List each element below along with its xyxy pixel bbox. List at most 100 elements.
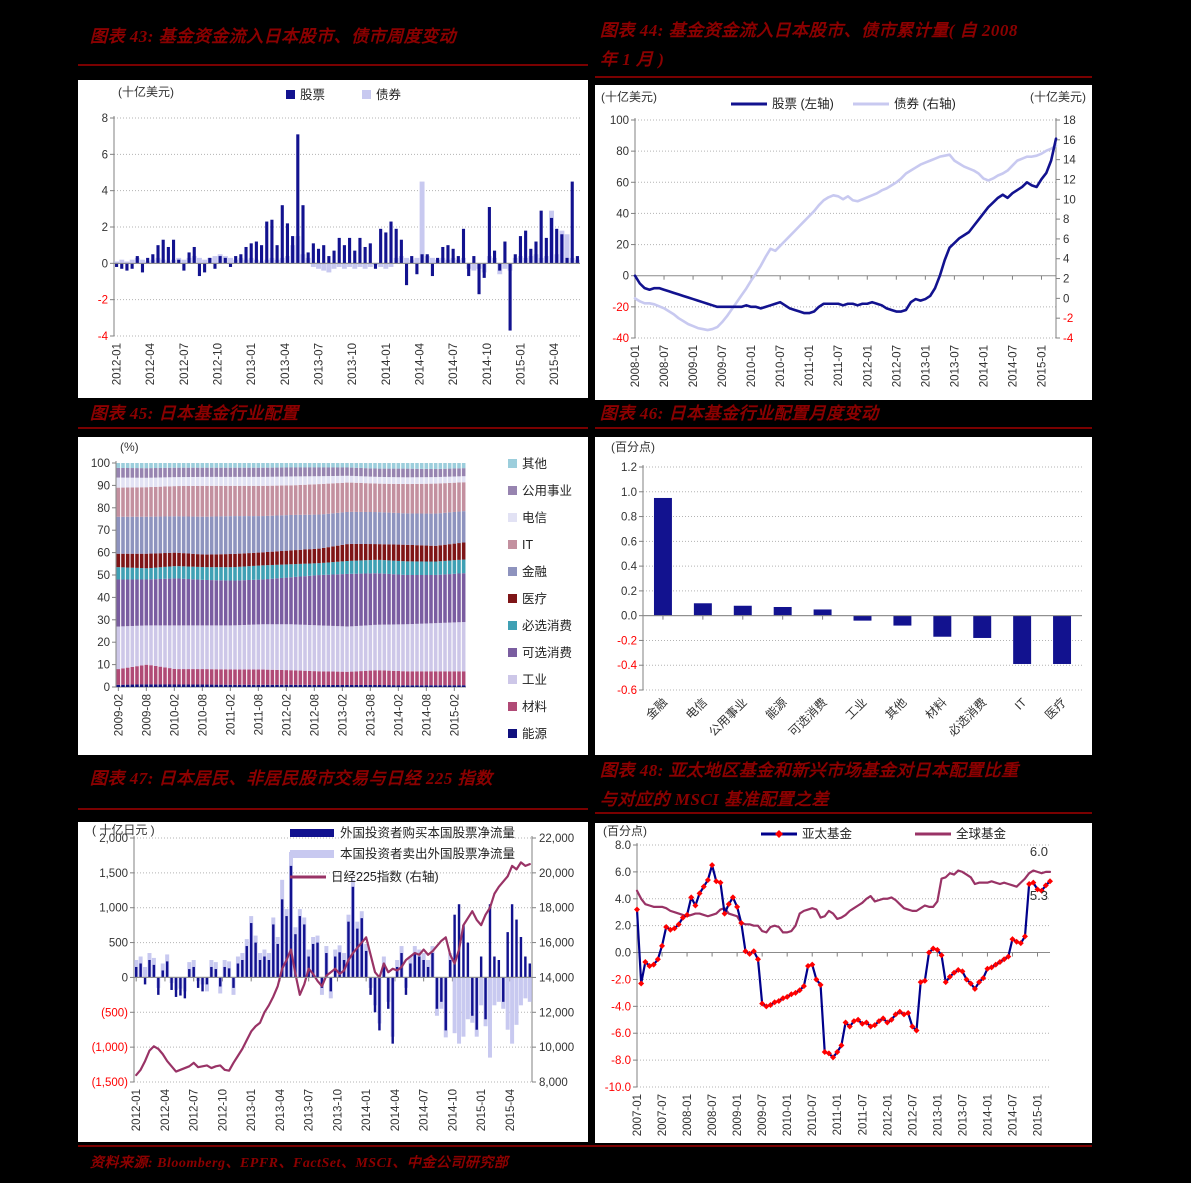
svg-text:-6.0: -6.0 <box>611 1028 631 1040</box>
chart-47-title-underline <box>78 808 588 810</box>
svg-text:2012-07: 2012-07 <box>179 343 191 385</box>
svg-text:2012-01: 2012-01 <box>862 345 874 387</box>
svg-text:2011-07: 2011-07 <box>857 1094 869 1135</box>
svg-text:-40: -40 <box>612 333 629 345</box>
svg-text:债券 (右轴): 债券 (右轴) <box>894 96 956 111</box>
chart-46-title-underline <box>595 427 1092 429</box>
svg-text:IT: IT <box>1012 695 1030 713</box>
svg-text:40: 40 <box>616 208 629 220</box>
svg-text:2013-04: 2013-04 <box>280 342 292 385</box>
svg-text:2014-07: 2014-07 <box>1007 1094 1019 1136</box>
chart-43-title-underline <box>78 64 588 66</box>
svg-text:2015-01: 2015-01 <box>515 343 527 385</box>
svg-text:-2.0: -2.0 <box>611 974 631 986</box>
svg-text:本国投资者卖出外国股票净流量: 本国投资者卖出外国股票净流量 <box>340 846 515 861</box>
svg-text:2014-07: 2014-07 <box>1007 345 1019 387</box>
svg-text:2013-07: 2013-07 <box>949 345 961 387</box>
svg-text:2: 2 <box>1063 274 1069 286</box>
svg-text:2010-07: 2010-07 <box>775 345 787 387</box>
svg-text:1.2: 1.2 <box>621 462 637 474</box>
svg-text:2013-07: 2013-07 <box>314 343 326 385</box>
svg-text:日经225指数 (右轴): 日经225指数 (右轴) <box>331 869 439 884</box>
svg-text:2010-01: 2010-01 <box>746 345 758 387</box>
svg-text:2015-04: 2015-04 <box>505 1088 517 1131</box>
svg-text:20: 20 <box>616 240 629 252</box>
svg-text:0: 0 <box>1063 293 1069 305</box>
svg-text:-4.0: -4.0 <box>611 1001 631 1013</box>
svg-text:2009-07: 2009-07 <box>757 1094 769 1136</box>
chart-48-title-line1: 图表 48: 亚太地区基金和新兴市场基金对日本配置比重 <box>600 761 1019 780</box>
svg-text:2012-07: 2012-07 <box>189 1089 201 1131</box>
svg-text:(十亿美元): (十亿美元) <box>1030 89 1086 104</box>
svg-text:金融: 金融 <box>642 695 670 723</box>
svg-text:2014-04: 2014-04 <box>390 1088 402 1131</box>
chart-47-panel: (1,500) (1,000) (500) 0 500 1,000 1,500 2,000 8,… <box>78 822 588 1142</box>
svg-text:必选消费: 必选消费 <box>522 619 572 633</box>
svg-text:能源: 能源 <box>522 727 548 741</box>
svg-text:20: 20 <box>97 637 110 649</box>
svg-text:-4: -4 <box>1063 333 1074 345</box>
svg-text:-2: -2 <box>1063 313 1073 325</box>
svg-text:材料: 材料 <box>522 700 548 714</box>
svg-text:2013-01: 2013-01 <box>932 1094 944 1136</box>
svg-text:债券: 债券 <box>376 87 402 102</box>
svg-text:2012-04: 2012-04 <box>145 342 157 385</box>
svg-text:外国投资者购买本国股票净流量: 外国投资者购买本国股票净流量 <box>340 825 515 840</box>
svg-text:2009-08: 2009-08 <box>141 694 153 736</box>
svg-text:2013-08: 2013-08 <box>365 694 377 736</box>
svg-text:2013-01: 2013-01 <box>246 1089 258 1131</box>
svg-text:2011-08: 2011-08 <box>253 694 265 735</box>
svg-text:4.0: 4.0 <box>615 894 631 906</box>
chart-46-panel: -0.6 -0.4 -0.2 0.0 0.2 0.4 0.6 0.8 1.0 1.2 金融 电信 公用事… <box>595 437 1092 755</box>
svg-text:0: 0 <box>102 258 108 270</box>
svg-text:8: 8 <box>1063 214 1069 226</box>
source-note: 资料来源: Bloomberg、EPFR、FactSet、MSCI、中金公司研究… <box>90 1156 509 1171</box>
svg-text:(十亿美元): (十亿美元) <box>601 89 657 104</box>
svg-text:2011-07: 2011-07 <box>833 345 845 386</box>
svg-text:(百分点): (百分点) <box>611 440 655 454</box>
svg-text:0.4: 0.4 <box>621 561 638 573</box>
svg-text:2008-07: 2008-07 <box>707 1094 719 1136</box>
svg-text:8: 8 <box>102 113 108 125</box>
svg-text:8.0: 8.0 <box>615 840 631 852</box>
svg-text:2014-02: 2014-02 <box>393 694 405 736</box>
svg-text:6: 6 <box>102 149 108 161</box>
svg-text:2015-01: 2015-01 <box>476 1089 488 1131</box>
svg-text:70: 70 <box>97 525 110 537</box>
footer-divider <box>78 1145 1092 1147</box>
chart-46-title: 图表 46: 日本基金行业配置月度变动 <box>600 399 1090 428</box>
svg-text:2012-01: 2012-01 <box>131 1089 143 1131</box>
svg-text:20,000: 20,000 <box>539 868 574 880</box>
svg-text:2011-01: 2011-01 <box>832 1094 844 1135</box>
svg-text:80: 80 <box>97 503 110 515</box>
svg-text:0: 0 <box>104 682 110 694</box>
svg-text:2013-07: 2013-07 <box>304 1089 316 1131</box>
svg-text:2012-01: 2012-01 <box>882 1094 894 1136</box>
svg-text:材料: 材料 <box>923 695 950 722</box>
svg-text:2015-01: 2015-01 <box>1032 1094 1044 1136</box>
svg-text:IT: IT <box>522 538 533 552</box>
svg-text:金融: 金融 <box>522 564 548 579</box>
svg-text:100: 100 <box>610 115 629 127</box>
svg-text:工业: 工业 <box>522 673 547 687</box>
svg-text:2.0: 2.0 <box>615 921 631 933</box>
svg-text:2009-07: 2009-07 <box>717 345 729 387</box>
svg-text:2013-10: 2013-10 <box>332 1089 344 1131</box>
svg-text:0: 0 <box>122 972 128 984</box>
svg-text:可选消费: 可选消费 <box>786 695 830 739</box>
chart-44-title: 图表 44: 基金资金流入日本股市、债市累计量( 自 2008 年 1 月 ) <box>600 16 1090 74</box>
chart-48-title: 图表 48: 亚太地区基金和新兴市场基金对日本配置比重 与对应的 MSCI 基准… <box>600 756 1090 814</box>
chart-44-title-line1: 图表 44: 基金资金流入日本股市、债市累计量( 自 2008 <box>600 21 1018 40</box>
svg-text:2014-01: 2014-01 <box>982 1094 994 1136</box>
chart-47-title: 图表 47: 日本居民、非居民股市交易与日经 225 指数 <box>90 764 580 793</box>
svg-text:2012-04: 2012-04 <box>160 1088 172 1131</box>
svg-text:(500): (500) <box>101 1007 128 1019</box>
svg-text:2012-10: 2012-10 <box>213 343 225 385</box>
svg-text:8,000: 8,000 <box>539 1077 568 1089</box>
svg-text:2011-02: 2011-02 <box>225 694 237 735</box>
chart-43-panel: -4 -2 0 2 4 6 8 2012-01 2012-04 2012-07 2012-10 201… <box>78 80 588 398</box>
svg-text:2009-01: 2009-01 <box>688 345 700 387</box>
svg-text:-0.2: -0.2 <box>617 635 637 647</box>
svg-text:2014-08: 2014-08 <box>421 694 433 736</box>
chart-48-panel: -10.0 -8.0 -6.0 -4.0 -2.0 0.0 2.0 4.0 6.0 8.0 2007… <box>595 823 1092 1143</box>
